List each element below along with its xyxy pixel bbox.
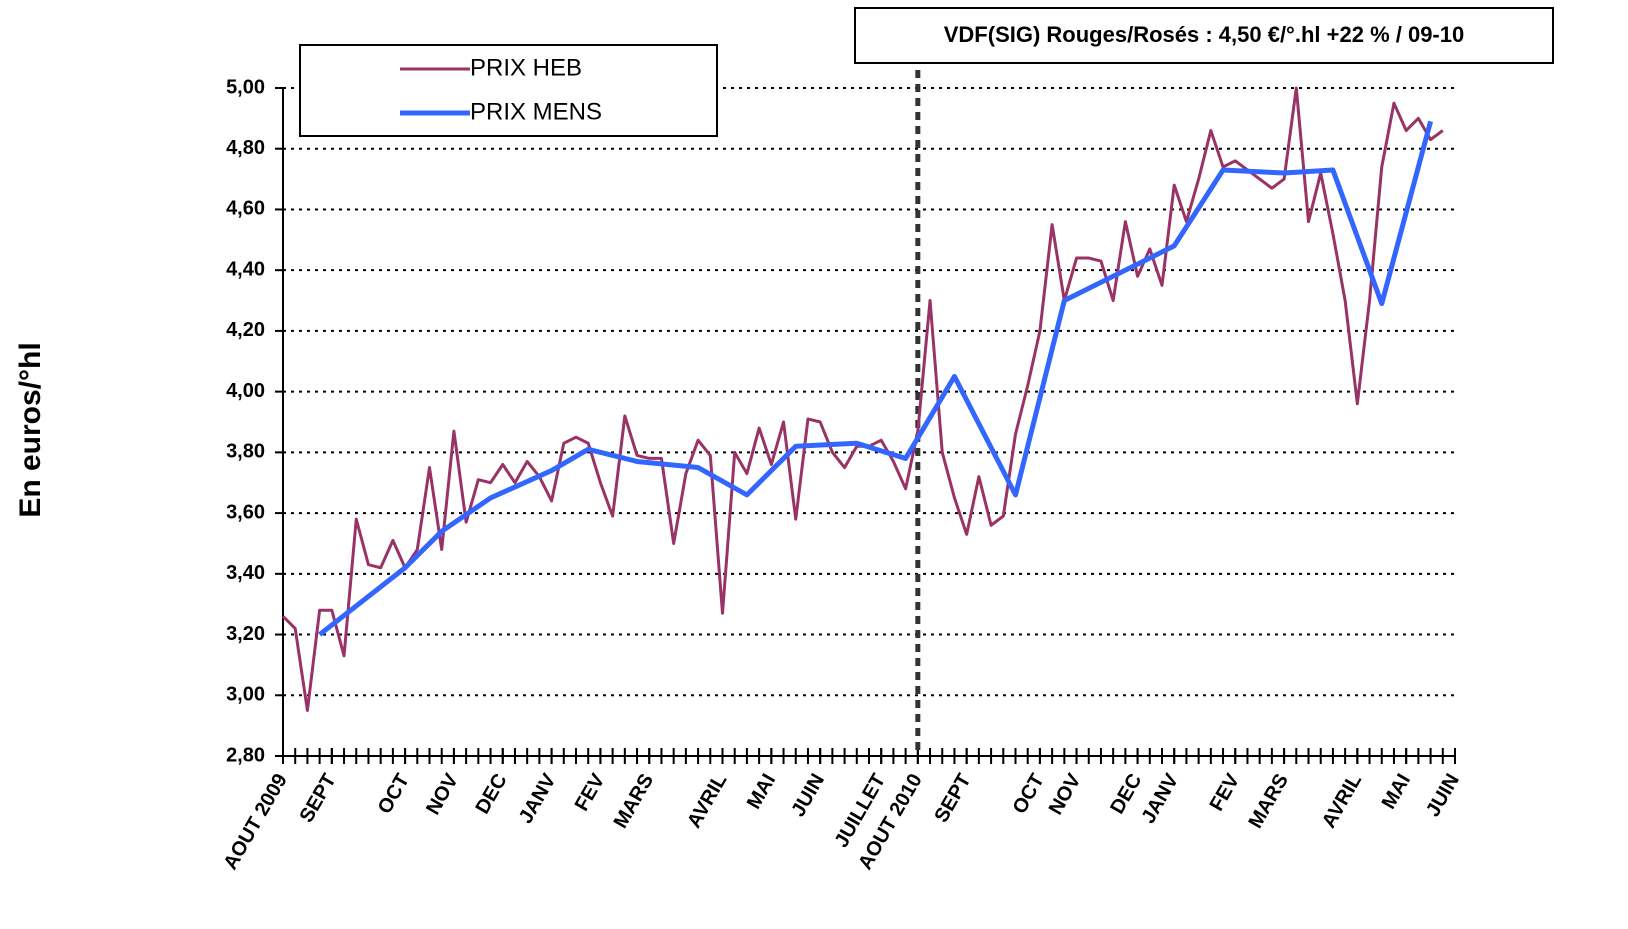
x-tick-label: JANV bbox=[515, 770, 561, 828]
series-line bbox=[318, 120, 1433, 637]
y-tick-label: 4,40 bbox=[226, 258, 265, 280]
y-tick-label: 4,60 bbox=[226, 198, 265, 220]
x-tick-label: AVRIL bbox=[1318, 770, 1366, 832]
x-tick-label: MAI bbox=[1378, 770, 1415, 813]
x-tick-label: JANV bbox=[1137, 770, 1183, 828]
y-tick-label: 4,00 bbox=[226, 380, 265, 402]
y-tick-label: 3,20 bbox=[226, 623, 265, 645]
annotation-box bbox=[854, 7, 1554, 64]
y-tick-label: 3,00 bbox=[226, 684, 265, 706]
x-tick-label: MAI bbox=[743, 770, 780, 813]
legend-label: PRIX HEB bbox=[470, 54, 582, 81]
x-tick-label: SEPT bbox=[296, 770, 341, 826]
x-tick-label: MARS bbox=[610, 770, 658, 832]
y-tick-label: 5,00 bbox=[226, 76, 265, 98]
legend-label: PRIX MENS bbox=[470, 98, 602, 125]
y-tick-label: 3,40 bbox=[226, 562, 265, 584]
x-tick-label: SEPT bbox=[930, 770, 975, 826]
annotation: VDF(SIG) Rouges/Rosés : 4,50 €/°.hl +22 … bbox=[944, 22, 1464, 47]
x-tick-label: NOV bbox=[1045, 770, 1086, 819]
x-tick-label: JUIN bbox=[1422, 770, 1464, 820]
x-tick-label: AOUT 2009 bbox=[219, 770, 291, 873]
x-tick-label: JUIN bbox=[787, 770, 829, 820]
y-tick-label: 4,20 bbox=[226, 319, 265, 341]
legend-box bbox=[299, 44, 718, 137]
y-tick-label: 3,60 bbox=[226, 501, 265, 523]
x-tick-label: FEV bbox=[1206, 770, 1245, 815]
y-tick-label: 2,80 bbox=[226, 744, 265, 766]
series-line bbox=[281, 86, 1444, 712]
x-tick-label: NOV bbox=[422, 770, 463, 819]
y-axis-label: En euros/°hl bbox=[14, 342, 47, 517]
x-tick-label: OCT bbox=[374, 770, 414, 818]
y-tick-label: 3,80 bbox=[226, 441, 265, 463]
x-tick-label: DEC bbox=[471, 770, 511, 818]
x-tick-label: FEV bbox=[571, 770, 610, 815]
x-tick-label: OCT bbox=[1009, 770, 1049, 818]
x-tick-label: MARS bbox=[1244, 770, 1292, 832]
y-tick-label: 4,80 bbox=[226, 137, 265, 159]
x-tick-label: AVRIL bbox=[683, 770, 731, 832]
